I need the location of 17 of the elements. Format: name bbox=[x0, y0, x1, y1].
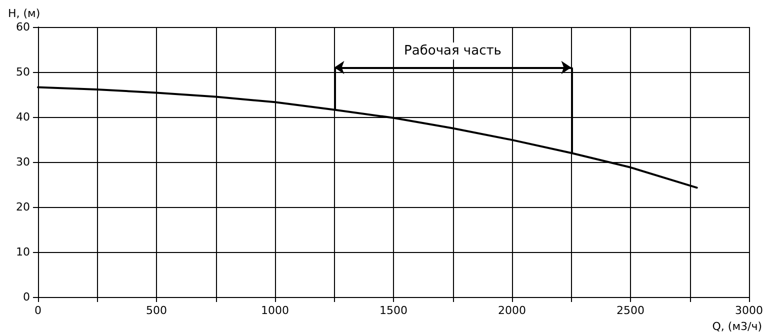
annotation: Рабочая часть bbox=[404, 44, 502, 58]
x-tick-label: 1000 bbox=[261, 304, 289, 317]
y-tick-label: 40 bbox=[16, 110, 30, 124]
x-tick-label: 2000 bbox=[498, 304, 526, 317]
y-tick-label: 60 bbox=[16, 20, 30, 34]
x-tick-label: 3000 bbox=[735, 304, 764, 317]
x-tick-label: 1500 bbox=[380, 304, 408, 317]
y-tick-label: 30 bbox=[16, 156, 30, 168]
y-tick-label: 0 bbox=[23, 290, 30, 304]
x-tick-label: 2500 bbox=[616, 304, 644, 317]
x-axis-title: Q, (м3/ч) bbox=[712, 320, 762, 333]
x-tick-label: 500 bbox=[146, 304, 167, 317]
y-tick-label: 50 bbox=[16, 66, 30, 78]
y-tick-label: 10 bbox=[16, 246, 30, 258]
x-tick-label: 0 bbox=[34, 304, 42, 317]
y-axis-title: H, (м) bbox=[8, 7, 40, 20]
y-tick-label: 20 bbox=[16, 200, 30, 214]
